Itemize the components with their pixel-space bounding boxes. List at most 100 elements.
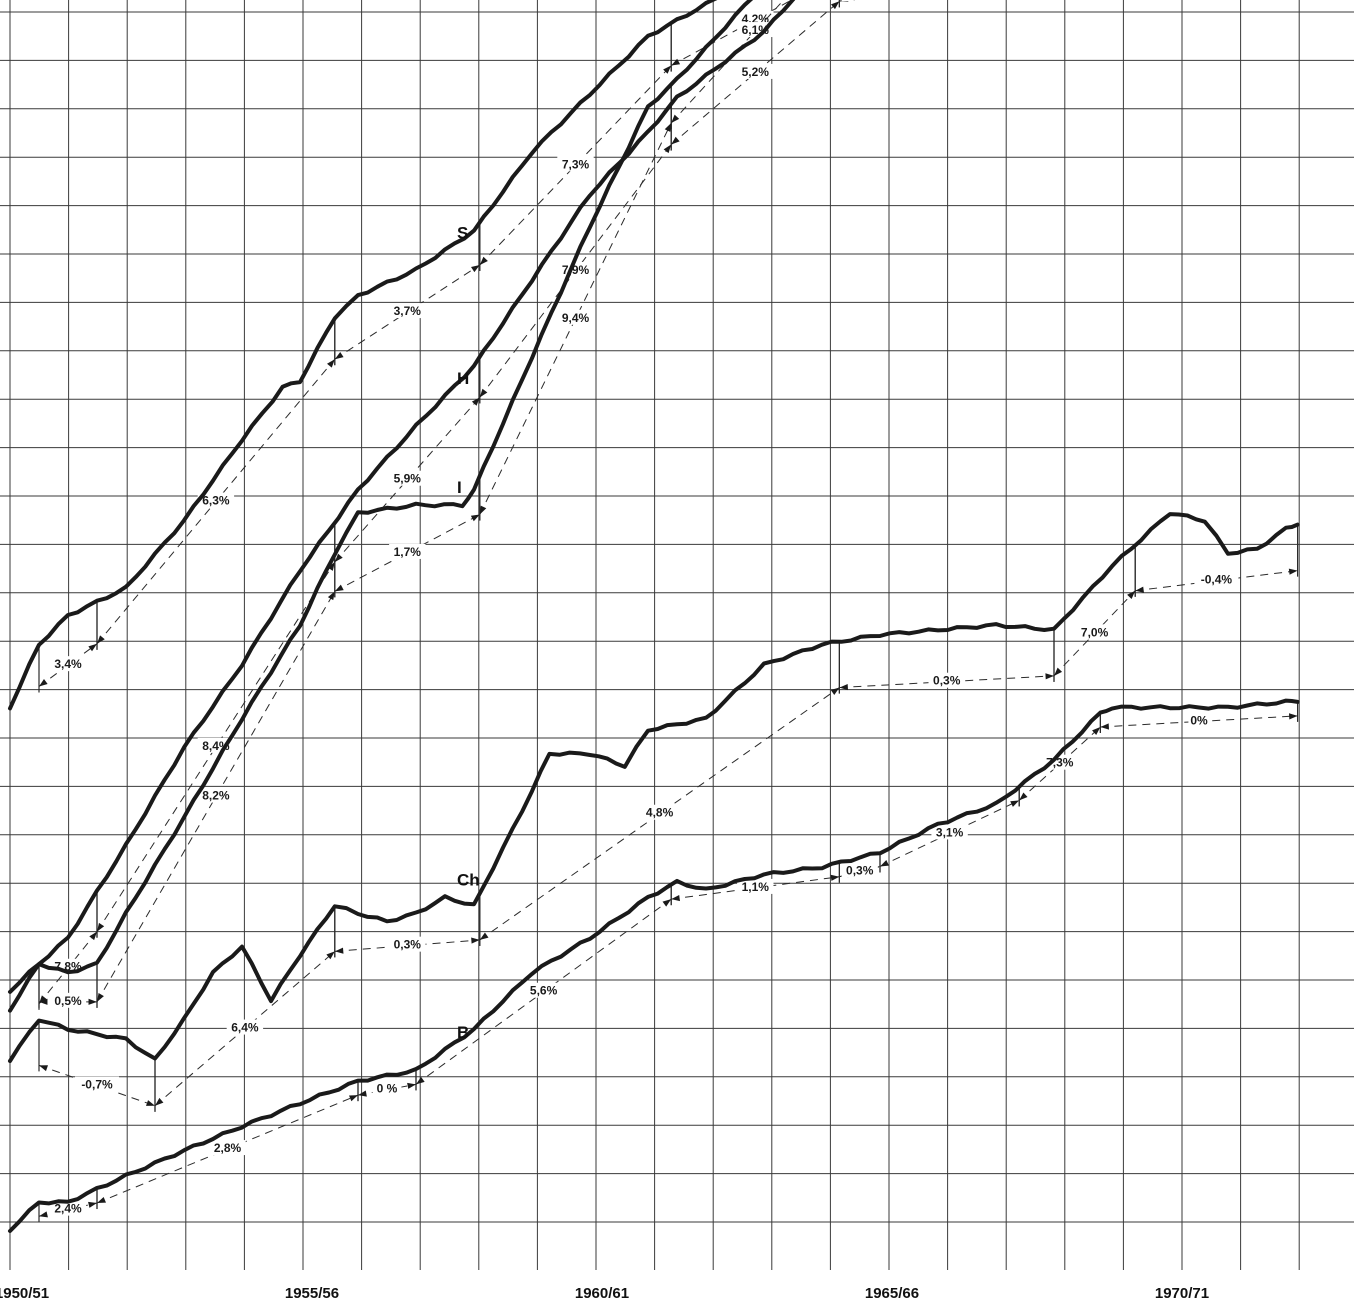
arrow-head-icon	[880, 860, 889, 867]
growth-rate-label: 2,8%	[214, 1141, 242, 1155]
arrow-head-icon	[671, 136, 680, 145]
arrow-head-icon	[407, 1082, 416, 1089]
growth-rate-segment: 8,2%	[96, 553, 336, 1008]
series-line-b	[8, 698, 1300, 1233]
x-tick-label: 1970/71	[1155, 1285, 1209, 1302]
arrow-head-icon	[1092, 726, 1101, 735]
arrow-head-icon	[334, 351, 344, 360]
arrow-head-icon	[663, 144, 672, 154]
x-tick-label: 1955/56	[285, 1285, 339, 1302]
growth-rate-label: 1,7%	[394, 545, 422, 559]
growth-rate-segment: 8,4%	[96, 522, 336, 938]
arrow-head-icon	[358, 1090, 367, 1097]
arrow-head-icon	[327, 591, 335, 601]
arrow-head-icon	[155, 1097, 164, 1106]
growth-rate-label-bg	[737, 10, 774, 26]
growth-rate-line	[1018, 726, 1101, 801]
growth-rate-line	[670, 0, 840, 145]
arrow-head-icon	[349, 1095, 358, 1102]
growth-rate-label-bg	[49, 1200, 87, 1216]
arrow-head-icon	[830, 1, 840, 10]
arrow-head-icon	[479, 388, 488, 398]
arrow-head-icon	[97, 992, 104, 1002]
growth-rate-label: 0,5%	[54, 994, 82, 1008]
arrow-head-icon	[671, 894, 680, 902]
growth-rate-segment: 0 %	[357, 1070, 417, 1102]
series-label-s: S	[457, 223, 468, 242]
growth-rate-label-bg	[49, 656, 87, 672]
growth-rate-label: 8,2%	[202, 789, 230, 803]
growth-rate-line	[96, 591, 336, 1003]
growth-rate-segment: 7,8%	[38, 891, 98, 1010]
arrow-head-icon	[88, 1201, 97, 1208]
growth-rate-segment: 5,6%	[415, 885, 672, 1091]
growth-rate-segment: 1,1%	[670, 862, 841, 906]
arrow-head-icon	[1019, 792, 1028, 801]
growth-rate-label-bg	[372, 1080, 402, 1096]
growth-rate-line	[334, 397, 481, 563]
arrow-head-icon	[479, 505, 487, 515]
growth-rate-line	[670, 0, 793, 67]
arrow-head-icon	[663, 65, 672, 74]
arrow-head-icon	[479, 256, 488, 265]
series-line-s	[8, 0, 718, 711]
arrow-head-icon	[671, 114, 680, 123]
growth-rate-line	[479, 65, 672, 266]
growth-rate-label: 3,1%	[936, 825, 964, 839]
growth-rate-segment: 0,3%	[838, 852, 881, 883]
series-label-ch: Ch	[457, 870, 480, 889]
growth-rate-segment: 2,4%	[38, 1189, 98, 1223]
growth-rate-annotations: 3,4%6,3%3,7%7,3%4,2%1,3%5,1%3,3%6,1%7,8%…	[38, 0, 1299, 1223]
arrow-head-icon	[830, 687, 840, 695]
arrow-head-icon	[839, 684, 849, 691]
growth-rate-label: 0%	[1190, 713, 1208, 727]
growth-rate-label: 0,3%	[394, 938, 422, 952]
growth-rate-label: 2,4%	[54, 1202, 82, 1216]
arrow-head-icon	[416, 1076, 425, 1085]
growth-rate-label-bg	[197, 787, 235, 803]
arrow-head-icon	[664, 122, 672, 132]
growth-rate-label: 7,0%	[1081, 625, 1109, 639]
series-label-h: H	[457, 369, 469, 388]
arrow-head-icon	[1288, 713, 1298, 720]
arrow-head-icon	[39, 998, 48, 1005]
growth-rate-label-bg	[928, 672, 965, 688]
growth-rate-label: 9,4%	[562, 311, 590, 325]
growth-rate-label-bg	[49, 992, 87, 1008]
x-tick-label: 1960/61	[575, 1285, 629, 1302]
series-lines	[8, 0, 1300, 1233]
growth-rate-label: -0,4%	[1201, 573, 1233, 587]
growth-rate-label-bg	[841, 862, 878, 878]
arrow-head-icon	[334, 584, 344, 592]
arrow-head-icon	[334, 553, 343, 563]
growth-rate-label: 5,2%	[742, 65, 770, 79]
growth-rate-label-bg	[841, 0, 878, 2]
growth-rate-label-bg	[389, 936, 426, 952]
growth-rate-segment: 3,7%	[334, 222, 481, 366]
growth-rate-label-bg	[525, 982, 562, 998]
arrow-head-icon	[470, 514, 480, 522]
arrow-head-icon	[1127, 590, 1136, 600]
growth-rate-segment: 5,9%	[334, 357, 481, 569]
growth-rate-label: 7,9%	[562, 263, 590, 277]
arrow-head-icon	[1045, 673, 1054, 680]
growth-rate-label-bg	[75, 1076, 119, 1092]
series-line-h	[8, 0, 796, 1013]
growth-rate-segment: -0,4%	[1134, 524, 1299, 597]
growth-rate-label-bg	[226, 1019, 264, 1035]
arrow-head-icon	[671, 58, 681, 66]
growth-rate-segment: 6,1%	[670, 0, 785, 129]
growth-rate-label: 1,0%	[846, 0, 874, 1]
growth-rate-label: 0,3%	[846, 864, 874, 878]
growth-rate-line	[96, 561, 336, 932]
growth-rate-label-bg	[197, 492, 235, 508]
arrow-head-icon	[1100, 723, 1110, 730]
arrow-head-icon	[1054, 667, 1063, 676]
x-axis: 1950/51 1955/56 1960/61 1965/66 1970/71	[0, 1285, 1209, 1302]
growth-rate-segment: 0,3%	[838, 629, 1055, 694]
series-line-ch	[8, 512, 1300, 1063]
growth-rate-label-bg	[931, 824, 968, 840]
growth-rate-label-bg	[389, 303, 426, 319]
growth-rate-line	[839, 675, 1055, 689]
growth-rate-label-bg	[737, 63, 774, 79]
